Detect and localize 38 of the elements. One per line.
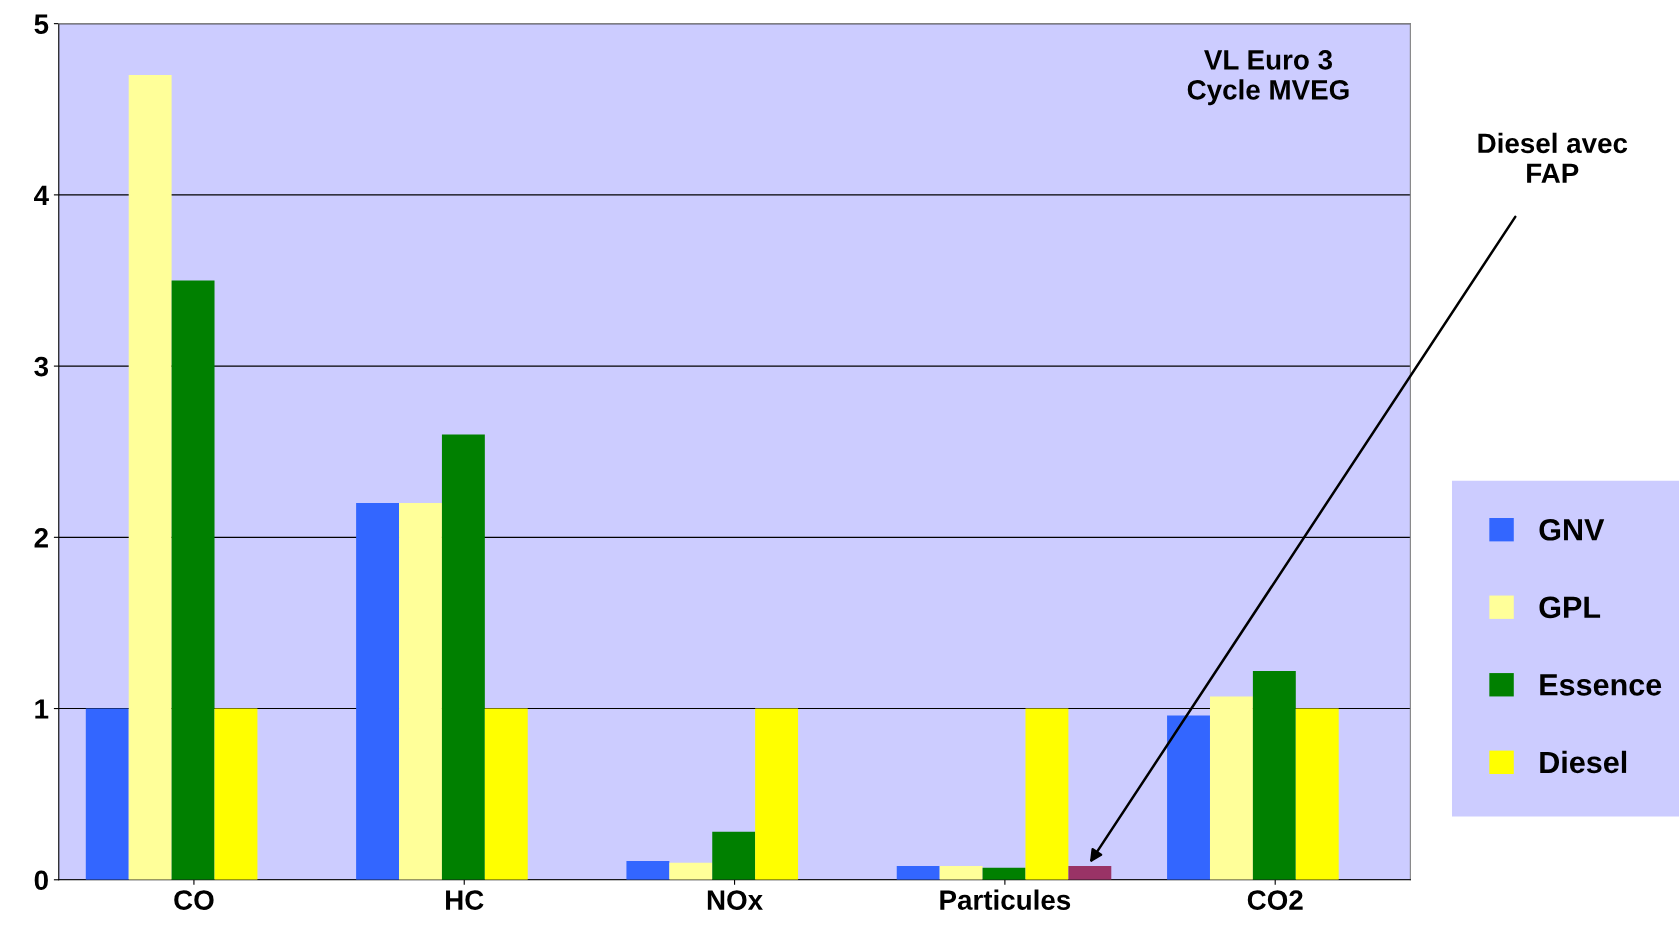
bar (755, 708, 799, 880)
bar (214, 708, 258, 880)
bar (356, 503, 400, 880)
bar (939, 866, 983, 880)
bar (982, 867, 1026, 880)
bar (1295, 708, 1339, 880)
annotation: VL Euro 3 Cycle MVEG (1187, 50, 1349, 106)
text: Diesel avec FAP (1478, 132, 1628, 183)
x-tick-label: CO (174, 890, 214, 910)
bar (484, 708, 528, 880)
bar (1209, 696, 1253, 880)
bar (85, 708, 129, 880)
legend-label: GNV (1539, 518, 1605, 541)
y-tick-label: 0 (34, 870, 48, 891)
bar (441, 434, 485, 880)
y-tick-label: 4 (34, 185, 49, 205)
y-tick-label: 1 (35, 699, 49, 719)
legend-label: Essence (1540, 674, 1662, 696)
x-tick-label: CO2 (1247, 890, 1303, 910)
y-tick-label: 3 (34, 356, 49, 377)
bar (1167, 715, 1210, 880)
bar (1068, 866, 1112, 880)
bar (171, 280, 215, 880)
y-tick-label: 2 (34, 528, 48, 548)
legend-label: Diesel (1540, 750, 1627, 774)
bar (399, 503, 442, 880)
bar (626, 860, 670, 880)
legend-label: GPL (1539, 596, 1601, 619)
bar (1252, 670, 1296, 880)
bar (1025, 708, 1069, 880)
x-tick-label: HC (446, 890, 484, 910)
bar (712, 831, 756, 880)
bar (669, 862, 713, 880)
x-tick-label: Particules (940, 889, 1071, 910)
y-tick-label: 5 (34, 14, 49, 34)
bar (896, 866, 940, 880)
x-tick-label: NOx (707, 890, 763, 910)
bar (128, 75, 172, 880)
